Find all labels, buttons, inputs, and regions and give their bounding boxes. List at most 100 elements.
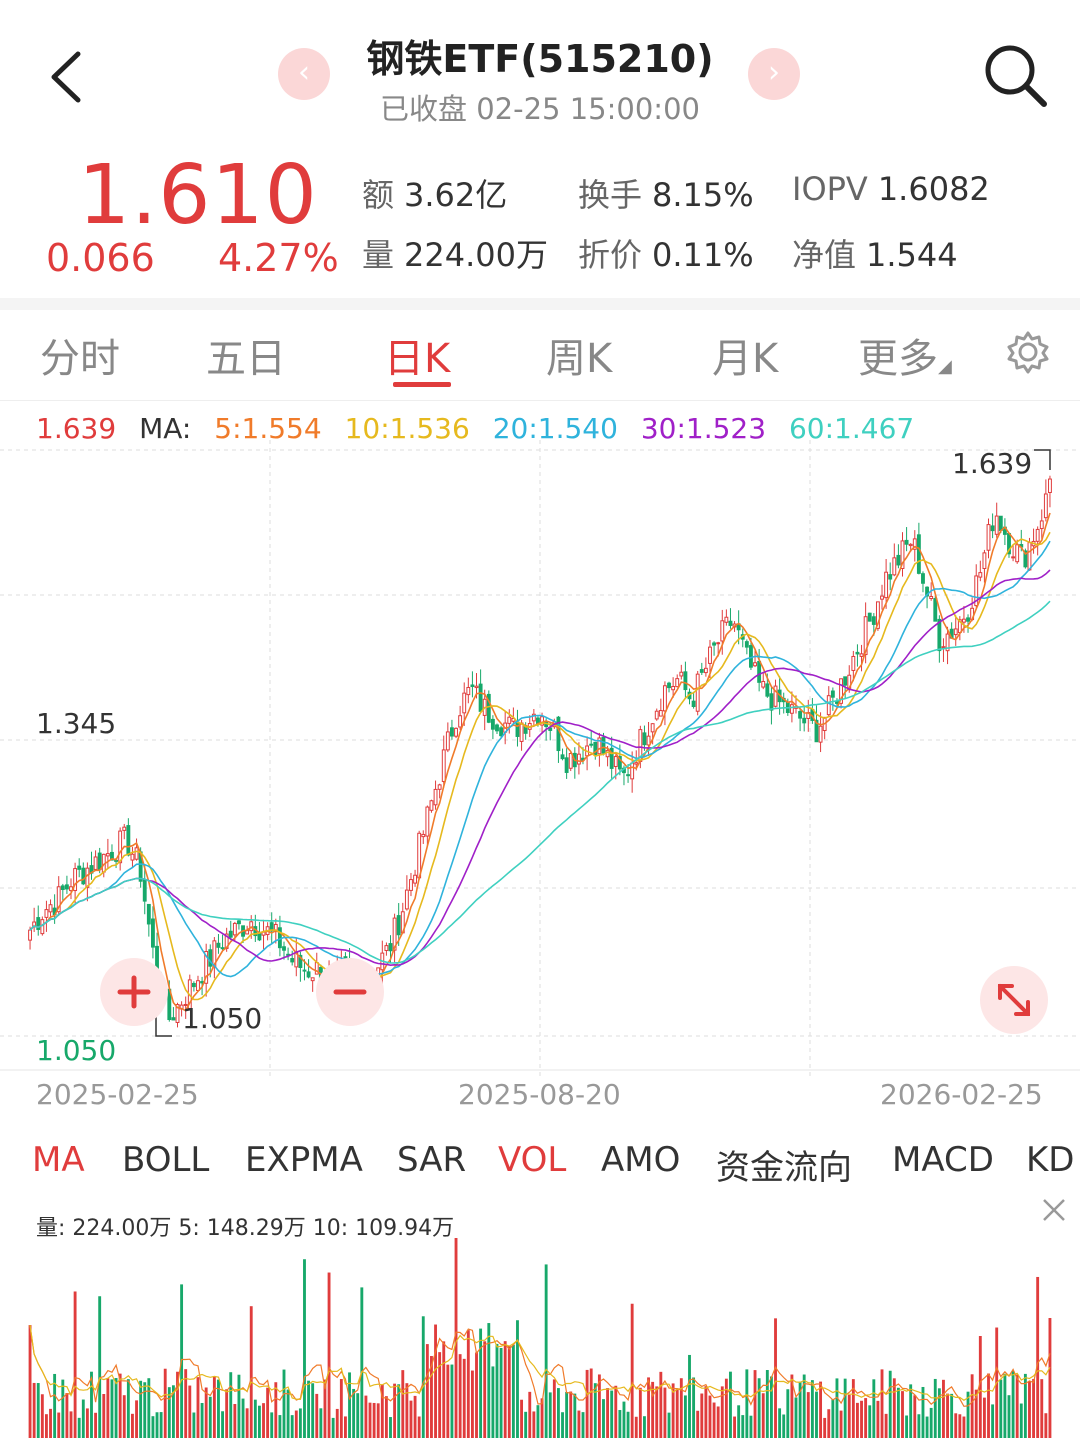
candle-body (232, 922, 237, 936)
volume-bar (384, 1396, 388, 1438)
volume-bar (507, 1345, 511, 1438)
indicator-sar[interactable]: SAR (397, 1140, 467, 1180)
ma60-line (29, 600, 1051, 964)
candle-body (228, 930, 233, 938)
ma-legend-price: 1.639 (36, 412, 117, 445)
tab-daily-k[interactable]: 日K (384, 336, 451, 382)
volume-bar (470, 1370, 474, 1438)
volume-bar (921, 1386, 925, 1438)
candle-body (929, 596, 934, 600)
volume-bar (933, 1378, 937, 1438)
chevron-left-icon: ‹ (298, 55, 310, 90)
tab-weekly-k[interactable]: 周K (546, 336, 613, 382)
candle-body (183, 1003, 188, 1006)
tab-more[interactable]: 更多◢ (858, 336, 952, 382)
volume-bar (397, 1384, 401, 1438)
volume-bar (528, 1391, 532, 1438)
volume-bar (282, 1369, 286, 1438)
volume-bar (102, 1394, 106, 1438)
volume-bar (409, 1400, 413, 1438)
candle-body (908, 543, 913, 547)
ma-lines (29, 512, 1051, 1012)
candle-body (818, 725, 823, 743)
settings-button[interactable] (1006, 330, 1050, 378)
volume-bar (364, 1395, 368, 1438)
volume-bar (1032, 1378, 1036, 1438)
volume-bars (28, 1238, 1052, 1438)
indicator-ma[interactable]: MA (32, 1140, 85, 1180)
ma5-value: 5:1.554 (214, 412, 322, 445)
search-button[interactable] (980, 40, 1050, 110)
tab-five-day[interactable]: 五日 (206, 336, 286, 382)
zoom-in-button[interactable] (100, 958, 168, 1026)
volume-bar (810, 1380, 814, 1438)
volume-bar (339, 1379, 343, 1438)
volume-bar (532, 1411, 536, 1438)
candle-body (237, 920, 241, 925)
volume-bar (36, 1383, 40, 1438)
volume-bar (737, 1405, 741, 1438)
candle-body (892, 557, 897, 576)
indicator-fund-flow[interactable]: 资金流向 (716, 1148, 852, 1188)
volume-bar (245, 1408, 249, 1438)
candle-body (871, 616, 876, 625)
tabs-separator (0, 400, 1080, 401)
volume-bar (597, 1374, 601, 1438)
fullscreen-button[interactable] (980, 966, 1048, 1034)
volume-bar (204, 1387, 208, 1438)
candle-body (994, 515, 999, 535)
indicator-vol[interactable]: VOL (498, 1140, 567, 1180)
candle-body (134, 847, 139, 860)
volume-bar (688, 1354, 691, 1438)
candle-body (560, 754, 565, 760)
volume-bar (659, 1371, 663, 1438)
indicator-boll[interactable]: BOLL (122, 1140, 210, 1180)
candle-body (44, 909, 49, 918)
close-indicator-button[interactable] (1038, 1194, 1070, 1226)
candle-body (429, 800, 434, 811)
candle-body (60, 885, 65, 891)
tab-monthly-k[interactable]: 月K (712, 336, 779, 382)
volume-bar (520, 1399, 524, 1438)
candle-body (204, 950, 209, 984)
candle-body (273, 923, 278, 933)
volume-bar (249, 1306, 253, 1438)
section-divider (0, 298, 1080, 310)
gear-icon (1007, 331, 1049, 374)
volume-bar (139, 1380, 143, 1438)
volume-bar (32, 1382, 36, 1438)
next-stock-button[interactable]: › (748, 48, 800, 100)
back-button[interactable] (40, 42, 100, 112)
candle-body (417, 832, 422, 879)
candle-body (925, 586, 930, 597)
volume-bar (475, 1352, 478, 1438)
indicator-expma[interactable]: EXPMA (245, 1140, 363, 1180)
candle-body (773, 685, 778, 707)
candle-body (703, 667, 708, 674)
candle-body (73, 868, 78, 892)
volume-bar (167, 1387, 171, 1438)
volume-bar (212, 1376, 216, 1438)
candle-body (277, 927, 282, 949)
volume-bar (909, 1384, 913, 1438)
candle-body (933, 598, 938, 622)
indicator-kd[interactable]: KD (1026, 1140, 1075, 1180)
volume-bar (798, 1381, 802, 1438)
volume-bar (483, 1341, 487, 1438)
volume-bar (143, 1382, 147, 1438)
volume-bar (253, 1399, 257, 1438)
indicator-amo[interactable]: AMO (601, 1140, 681, 1180)
expand-icon (998, 984, 1030, 1016)
candle-body (576, 753, 581, 765)
candle-body (789, 704, 794, 714)
volume-bar (430, 1356, 433, 1438)
tab-intraday[interactable]: 分时 (40, 336, 120, 382)
indicator-macd[interactable]: MACD (892, 1140, 994, 1180)
volume-bar (896, 1387, 900, 1438)
dropdown-triangle-icon: ◢ (938, 356, 952, 377)
volume-bar (749, 1415, 753, 1438)
prev-stock-button[interactable]: ‹ (278, 48, 330, 100)
volume-chart[interactable] (0, 1230, 1080, 1440)
zoom-out-button[interactable] (316, 958, 384, 1026)
candle-body (630, 762, 635, 780)
